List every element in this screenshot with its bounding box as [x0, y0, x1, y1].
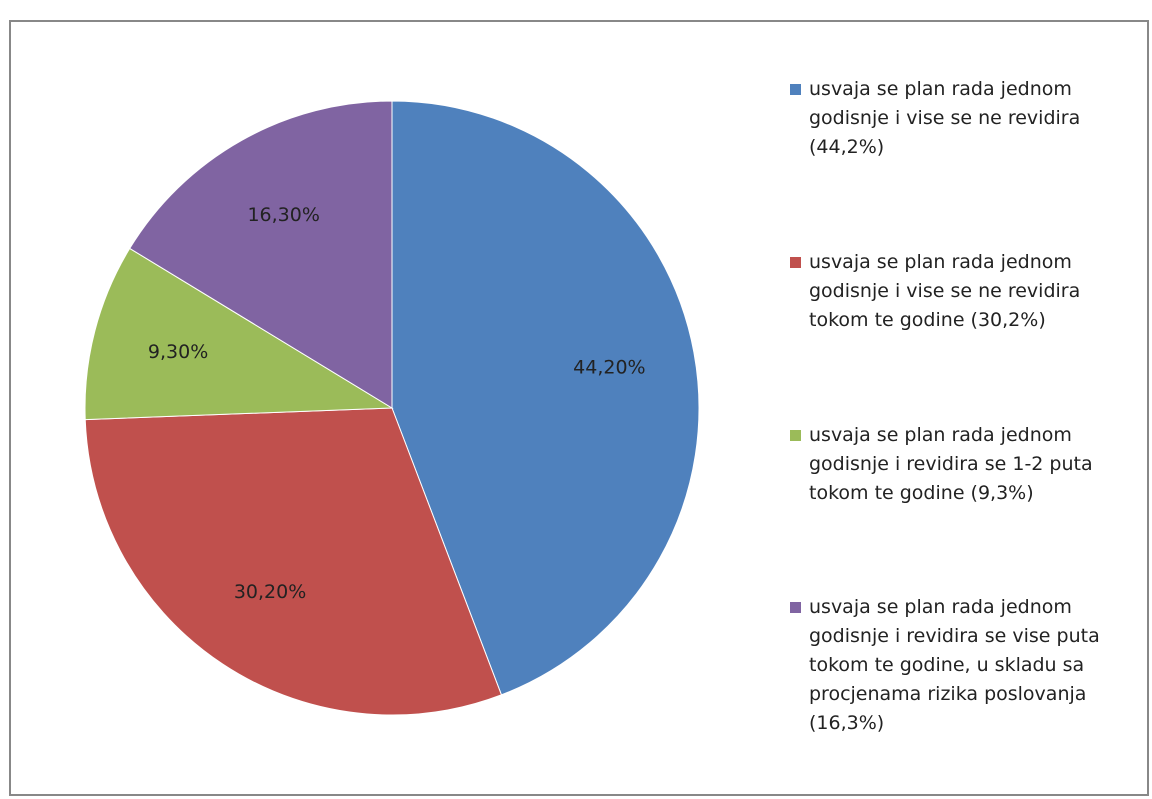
legend-swatch — [790, 602, 801, 613]
pie-slice — [129, 100, 393, 409]
pie-slice — [84, 247, 394, 421]
legend-item: usvaja se plan rada jednom godisnje i vi… — [790, 248, 1135, 335]
legend-item: usvaja se plan rada jednom godisnje i vi… — [790, 75, 1135, 162]
legend-label: usvaja se plan rada jednom godisnje i vi… — [809, 78, 1081, 158]
legend-swatch — [790, 84, 801, 95]
pie-slice — [391, 100, 700, 696]
legend-item: usvaja se plan rada jednom godisnje i re… — [790, 421, 1135, 508]
data-label: 9,30% — [148, 341, 208, 363]
data-label: 16,30% — [247, 204, 319, 226]
legend-item: usvaja se plan rada jednom godisnje i re… — [790, 593, 1135, 738]
data-label: 44,20% — [573, 356, 645, 378]
data-label: 30,20% — [234, 581, 306, 603]
legend-label: usvaja se plan rada jednom godisnje i vi… — [809, 251, 1081, 331]
legend-label: usvaja se plan rada jednom godisnje i re… — [809, 424, 1093, 504]
legend-swatch — [790, 430, 801, 441]
legend-swatch — [790, 257, 801, 268]
pie-slice — [84, 407, 503, 716]
legend-label: usvaja se plan rada jednom godisnje i re… — [809, 596, 1100, 734]
